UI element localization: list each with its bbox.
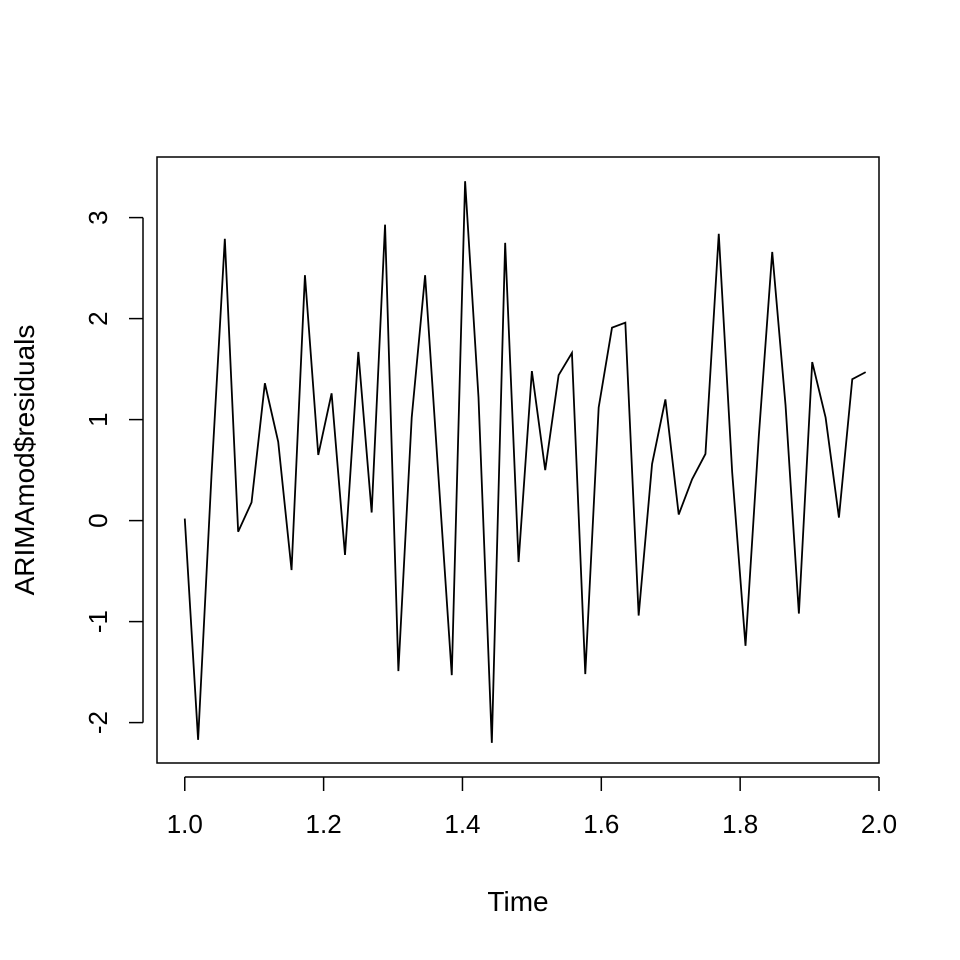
x-axis-title: Time [487, 886, 548, 917]
x-tick-label: 2.0 [861, 809, 897, 839]
y-axis-title: ARIMAmod$residuals [9, 325, 40, 596]
y-tick-label: -2 [83, 711, 113, 734]
y-tick-label: 3 [83, 210, 113, 224]
x-tick-label: 1.6 [583, 809, 619, 839]
series-line [183, 181, 867, 743]
plot-area-frame [156, 156, 880, 764]
y-axis: -2 -1 0 1 2 3 [83, 210, 144, 734]
x-tick-label: 1.2 [306, 809, 342, 839]
y-tick-label: 1 [83, 412, 113, 426]
x-axis: 1.0 1.2 1.4 1.6 1.8 2.0 [167, 776, 897, 839]
series-layer [183, 181, 867, 743]
x-tick-label: 1.4 [444, 809, 480, 839]
y-tick-label: 0 [83, 513, 113, 527]
y-tick-label: -1 [83, 610, 113, 633]
x-tick-label: 1.0 [167, 809, 203, 839]
y-tick-label: 2 [83, 311, 113, 325]
x-tick-label: 1.8 [722, 809, 758, 839]
